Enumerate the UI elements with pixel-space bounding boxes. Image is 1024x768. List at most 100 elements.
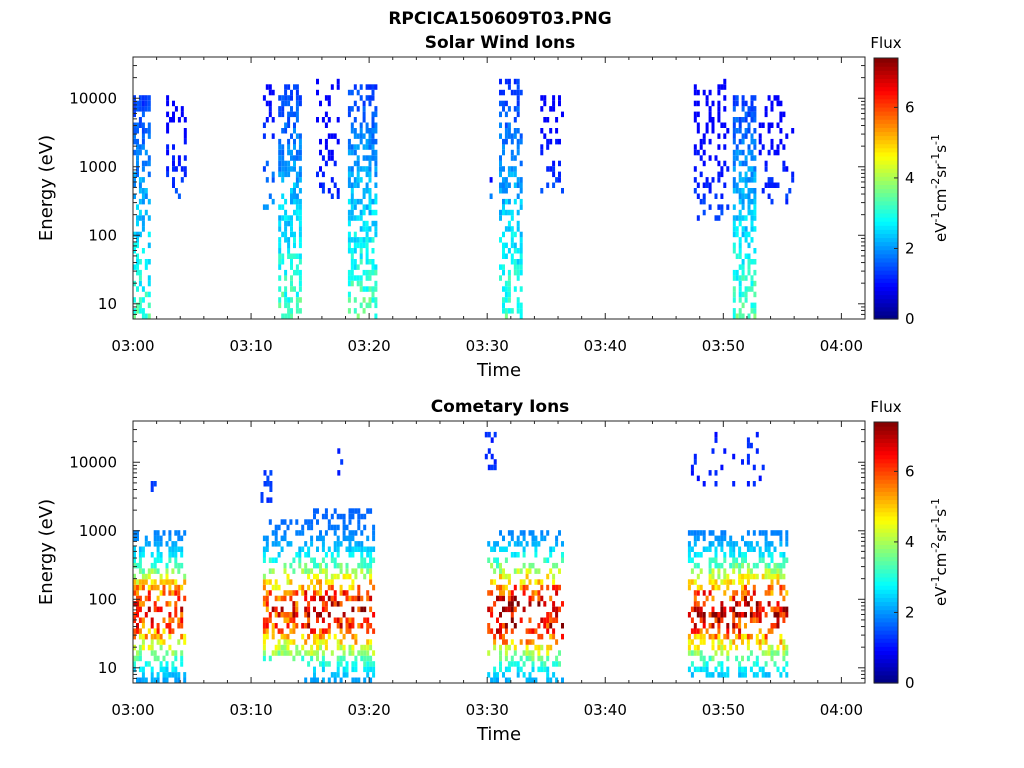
heatmap-cell <box>717 133 721 139</box>
heatmap-cell <box>714 215 718 221</box>
unit-base: s <box>932 509 950 517</box>
heatmap-cell <box>546 530 550 536</box>
heatmap-cell <box>558 160 561 167</box>
heatmap-cell <box>281 100 285 107</box>
heatmap-cell <box>359 198 363 205</box>
heatmap-cell <box>546 650 550 656</box>
heatmap-cell <box>353 259 357 265</box>
heatmap-cell <box>292 590 296 596</box>
heatmap-cell <box>350 269 354 276</box>
heatmap-cell <box>746 633 750 640</box>
heatmap-cell <box>138 628 142 634</box>
heatmap-cell <box>372 666 376 673</box>
heatmap-cell <box>755 617 759 623</box>
heatmap-cell <box>785 644 789 651</box>
heatmap-cell <box>281 166 285 172</box>
heatmap-cell <box>269 486 273 492</box>
heatmap-cell <box>499 628 502 634</box>
heatmap-cell <box>785 672 789 678</box>
heatmap-cell <box>289 650 293 656</box>
heatmap-cell <box>723 612 727 618</box>
heatmap-cell <box>310 644 314 651</box>
heatmap-cell <box>330 149 334 156</box>
heatmap-cell <box>136 302 139 309</box>
heatmap-cell <box>708 89 712 96</box>
heatmap-cell <box>513 171 517 178</box>
heatmap-cell <box>313 562 316 569</box>
heatmap-cell <box>171 546 175 552</box>
heatmap-cell <box>702 546 706 552</box>
heatmap-cell <box>321 595 325 602</box>
colorbar-segment <box>874 115 898 120</box>
heatmap-cell <box>271 623 275 629</box>
heatmap-cell <box>177 677 181 683</box>
heatmap-cell <box>499 209 502 216</box>
heatmap-cell <box>295 644 299 651</box>
colorbar-unit-label: eV-1cm-2sr-1s-1 <box>929 134 950 242</box>
heatmap-cell <box>141 177 145 183</box>
heatmap-cell <box>333 617 337 623</box>
heatmap-cell <box>284 286 288 292</box>
heatmap-cell <box>543 661 547 667</box>
heatmap-cell <box>738 138 742 145</box>
heatmap-cell <box>172 182 175 188</box>
heatmap-cell <box>144 633 148 640</box>
heatmap-cell <box>546 623 550 629</box>
heatmap-cell <box>696 122 700 128</box>
heatmap-cell <box>735 612 739 618</box>
heatmap-cell <box>738 122 742 128</box>
heatmap-cell <box>741 655 744 662</box>
heatmap-cell <box>362 226 366 232</box>
heatmap-cell <box>753 171 757 178</box>
heatmap-cell <box>333 508 337 514</box>
heatmap-cell <box>717 117 721 123</box>
heatmap-cell <box>502 590 505 596</box>
heatmap-cell <box>180 106 184 112</box>
heatmap-cell <box>528 617 532 623</box>
heatmap-cell <box>693 650 697 656</box>
heatmap-cell <box>735 144 739 150</box>
colorbar-tick-label: 0 <box>905 674 915 692</box>
heatmap-cell <box>510 595 514 602</box>
heatmap-cell <box>516 144 520 150</box>
heatmap-cell <box>268 617 272 623</box>
heatmap-cell <box>268 655 272 662</box>
heatmap-cell <box>168 617 172 623</box>
heatmap-cell <box>144 188 148 194</box>
heatmap-cell <box>720 209 724 216</box>
heatmap-cell <box>744 133 748 139</box>
heatmap-cell <box>147 606 151 613</box>
heatmap-cell <box>720 122 724 128</box>
heatmap-cell <box>292 557 296 563</box>
heatmap-cell <box>738 291 742 298</box>
heatmap-cell <box>287 242 291 249</box>
heatmap-cell <box>372 672 376 678</box>
heatmap-cell <box>353 84 357 90</box>
heatmap-cell <box>295 193 299 199</box>
heatmap-cell <box>180 633 184 640</box>
heatmap-cell <box>144 128 148 134</box>
x-axis: 03:00 03:10 03:20 03:30 03:40 03:50 04:00 <box>111 421 866 719</box>
colorbar-segment <box>874 111 898 116</box>
heatmap-cell <box>180 655 184 662</box>
heatmap-cell <box>136 220 139 227</box>
heatmap-cell <box>290 198 293 205</box>
heatmap-cell <box>271 89 275 96</box>
heatmap-cell <box>339 568 343 574</box>
heatmap-cell <box>366 666 370 673</box>
heatmap-cell <box>340 459 344 465</box>
heatmap-cell <box>180 546 184 552</box>
heatmap-cell <box>138 568 142 574</box>
colorbar-segment <box>874 233 898 239</box>
heatmap-cell <box>702 601 706 607</box>
heatmap-cell <box>513 541 517 547</box>
heatmap-cell <box>513 166 517 172</box>
heatmap-cell <box>738 552 742 558</box>
heatmap-cell <box>321 666 325 673</box>
heatmap-cell <box>265 628 269 634</box>
heatmap-cell <box>281 155 285 161</box>
heatmap-cell <box>558 177 561 183</box>
heatmap-cell <box>546 672 550 678</box>
heatmap-cell <box>516 297 520 303</box>
heatmap-cell <box>366 535 370 542</box>
